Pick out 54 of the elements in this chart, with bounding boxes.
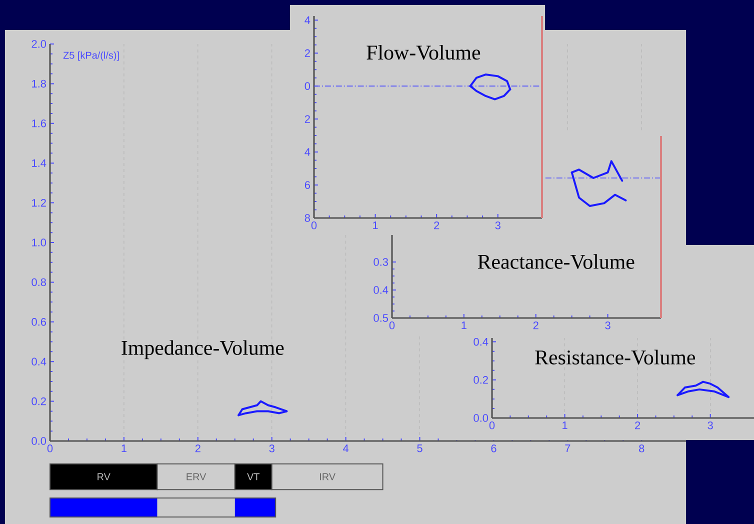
- text: RV: [98, 473, 110, 480]
- y-axis-title: Z5 [kPa/(l/s)]: [63, 51, 119, 61]
- text: Flow-Volume: [366, 44, 480, 60]
- y-tick-label: 2: [304, 49, 310, 57]
- y-tick-label: 0.5: [374, 314, 388, 322]
- x-tick-label: 0: [389, 322, 395, 330]
- x-tick-label: 1: [373, 222, 378, 230]
- x-tick-label: 0: [311, 222, 317, 230]
- y-tick-label: 1.8: [32, 80, 46, 88]
- y-tick-label: 1.4: [32, 159, 46, 167]
- y-tick-label: 1.6: [32, 120, 46, 128]
- x-tick-label: 1: [562, 422, 568, 430]
- y-tick-label: 0.3: [374, 258, 388, 266]
- y-tick-label: 2: [304, 115, 310, 123]
- y-tick-label: 0: [304, 82, 310, 90]
- x-tick-label: 7: [565, 444, 570, 452]
- y-tick-label: 0.4: [374, 286, 388, 294]
- x-tick-label: 3: [708, 422, 713, 430]
- y-tick-label: 1.0: [32, 238, 46, 246]
- y-tick-label: 4: [304, 148, 310, 156]
- y-tick-label: 0.4: [32, 358, 46, 366]
- text: ERV: [186, 473, 206, 480]
- x-tick-label: 1: [462, 322, 466, 330]
- x-tick-label: 5: [417, 444, 422, 452]
- y-tick-label: 0.2: [32, 397, 46, 406]
- text: Reactance-Volume: [478, 254, 634, 269]
- y-tick-label: 2.0: [32, 40, 46, 48]
- y-tick-label: 4: [304, 16, 310, 24]
- y-tick-label: 1.2: [32, 198, 46, 207]
- x-tick-label: 2: [434, 222, 440, 230]
- y-tick-label: 0.0: [474, 414, 488, 422]
- x-tick-label: 2: [195, 444, 200, 452]
- text: IRV: [320, 473, 336, 480]
- x-tick-label: 3: [269, 444, 274, 452]
- y-tick-label: 0.8: [32, 278, 46, 286]
- y-tick-label: 0.0: [32, 437, 46, 445]
- text: VT: [247, 473, 260, 480]
- x-tick-label: 3: [495, 222, 500, 230]
- x-tick-label: 4: [343, 444, 349, 452]
- chart-title: Resistance-Volume: [535, 350, 696, 365]
- text: Impedance-Volume: [122, 340, 284, 360]
- y-tick-label: 0.2: [474, 376, 488, 384]
- x-tick-label: 8: [639, 444, 644, 452]
- x-tick-label: 0: [489, 422, 495, 430]
- x-tick-label: 1: [122, 444, 126, 452]
- x-tick-label: 0: [47, 444, 53, 452]
- x-tick-label: 2: [533, 322, 538, 330]
- x-tick-label: 6: [491, 444, 496, 452]
- y-tick-label: 0.4: [474, 338, 488, 346]
- y-tick-label: 0.6: [32, 318, 46, 326]
- x-tick-label: 2: [635, 422, 640, 430]
- x-tick-label: 3: [605, 322, 610, 330]
- y-tick-label: 8: [304, 214, 310, 222]
- y-tick-label: 6: [304, 181, 310, 189]
